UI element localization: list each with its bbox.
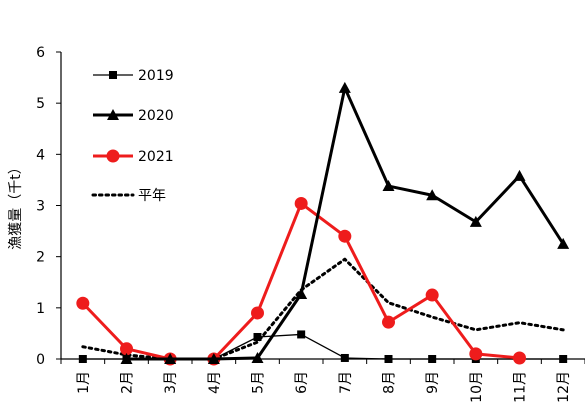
x-tick-label: 2月 (120, 371, 136, 394)
legend-marker (107, 109, 119, 120)
y-tick-label: 1 (36, 301, 45, 317)
x-tick-label: 10月 (469, 371, 485, 403)
data-point (513, 351, 526, 365)
y-tick-labels: 0 1 2 3 4 5 6 (36, 45, 45, 368)
data-point (251, 351, 264, 363)
data-point (295, 288, 308, 300)
legend: 2019 2020 2021 平年 (91, 68, 174, 204)
legend-label: 平年 (138, 188, 166, 204)
legend-item: 2020 (93, 108, 174, 124)
legend-label: 2021 (138, 149, 174, 165)
data-point (425, 288, 439, 302)
x-tick-label: 4月 (207, 371, 223, 394)
data-point (557, 237, 570, 249)
data-point (384, 355, 393, 363)
data-point (164, 353, 177, 364)
series-line (126, 86, 565, 361)
y-tick-label: 2 (36, 250, 45, 266)
data-point (251, 306, 264, 320)
x-tick-label: 5月 (251, 371, 267, 394)
x-tick-label: 9月 (425, 371, 441, 394)
series-line (81, 257, 565, 361)
data-point (382, 315, 395, 329)
legend-item: 平年 (91, 188, 166, 204)
y-axis-title: 漁獲量（千t） (8, 160, 24, 250)
data-point (428, 355, 437, 363)
data-point (426, 189, 439, 201)
data-point (340, 353, 349, 362)
data-point (294, 196, 308, 210)
x-tick-label: 7月 (338, 371, 354, 394)
y-tick-label: 5 (36, 96, 45, 112)
data-point (338, 81, 351, 93)
y-tick-label: 0 (36, 352, 45, 368)
x-tick-label: 1月 (76, 371, 92, 394)
series-2020 (120, 81, 570, 364)
legend-label: 2019 (138, 68, 174, 84)
x-tick-label: 6月 (294, 371, 310, 394)
data-point (559, 355, 568, 363)
data-point (76, 296, 90, 310)
legend-item: 2021 (93, 149, 174, 165)
data-point (338, 229, 352, 243)
data-point (382, 180, 395, 192)
x-tick-label: 8月 (382, 371, 398, 394)
x-tick-label: 12月 (556, 371, 572, 403)
legend-item: 2019 (93, 68, 174, 84)
y-tick-label: 4 (36, 147, 45, 163)
data-point (469, 215, 482, 227)
data-point (469, 347, 483, 361)
data-point (120, 353, 133, 364)
x-tick-labels: 1月 2月 3月 4月 5月 6月 7月 8月 9月 10月 11月 12月 (76, 371, 572, 403)
series-2021 (76, 196, 526, 366)
legend-marker (106, 149, 120, 163)
series-lines (76, 81, 570, 366)
series-平年 (81, 257, 565, 361)
y-tick-label: 3 (36, 199, 45, 215)
legend-marker (109, 71, 117, 79)
x-tick-label: 11月 (513, 371, 529, 403)
data-point (297, 330, 306, 339)
legend-label: 2020 (138, 108, 174, 124)
data-point (253, 332, 262, 341)
data-point (78, 355, 87, 363)
x-tick-label: 3月 (163, 371, 179, 394)
data-point (513, 169, 526, 181)
data-point (207, 353, 220, 364)
data-point (120, 342, 133, 356)
y-tick-label: 6 (36, 45, 45, 61)
